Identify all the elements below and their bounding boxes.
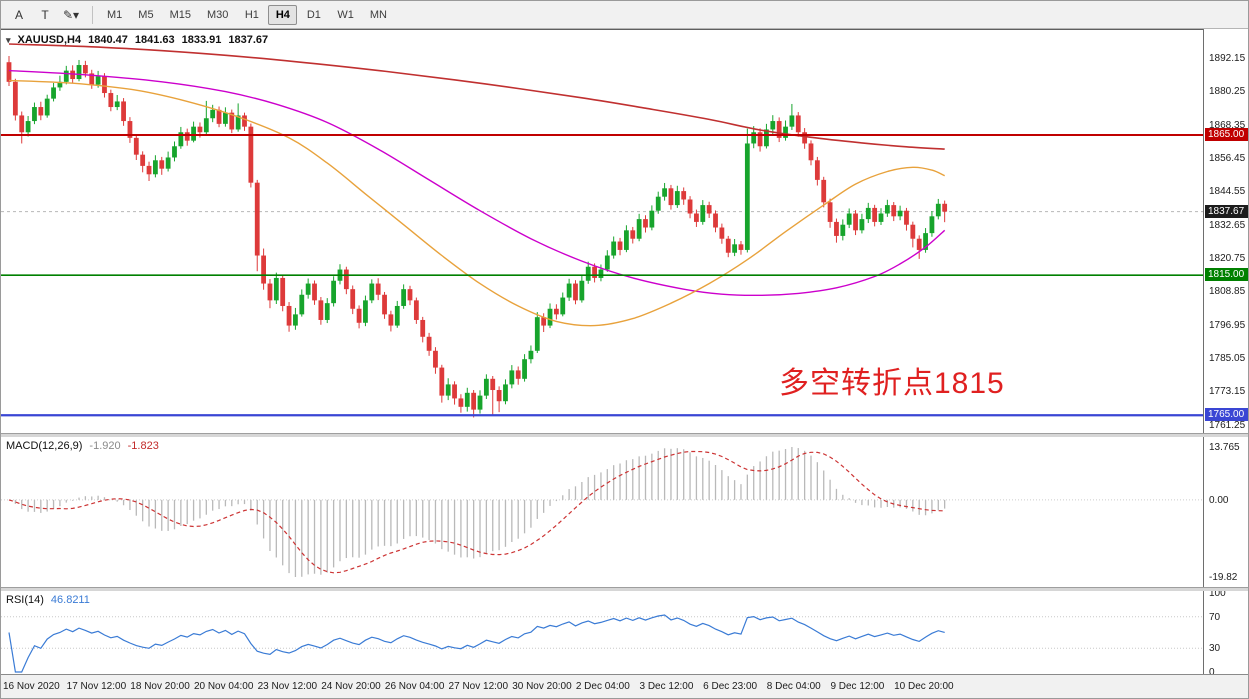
text-tool-icon[interactable]: T [33,5,57,25]
price-axis-label: 1844.55 [1209,186,1246,198]
timeframe-m15-button[interactable]: M15 [163,5,198,25]
price-badge: 1837.67 [1205,204,1248,218]
price-axis-label: 1892.15 [1209,52,1246,64]
rsi-panel[interactable]: RSI(14) 46.8211 [1,591,1203,674]
price-axis-label: 1880.25 [1209,86,1246,98]
macd-label: MACD(12,26,9) -1.920 -1.823 [6,440,159,452]
price-axis-label: 1820.75 [1209,253,1246,265]
timeframe-d1-button[interactable]: D1 [299,5,328,25]
macd-name-label: MACD(12,26,9) [6,440,83,452]
rsi-axis-label: 70 [1209,611,1221,623]
time-axis-label: 23 Nov 12:00 [257,681,318,692]
rsi-axis-label: 30 [1209,643,1221,655]
chart-low-value: 1833.91 [181,34,222,46]
chart-close-value: 1837.67 [228,34,269,46]
chart-collapse-icon[interactable]: ▾ [6,34,11,45]
rsi-name-label: RSI(14) [6,594,44,606]
macd-axis-label: 13.765 [1209,442,1240,453]
timeframe-buttons: M1 M5 M15 M30 H1 H4 D1 W1 MN [100,4,396,25]
time-axis-label: 16 Nov 2020 [3,681,60,692]
timeframe-m1-button[interactable]: M1 [100,5,129,25]
timeframe-m5-button[interactable]: M5 [131,5,160,25]
chart-symbol-label: XAUUSD,H4 [17,34,82,46]
macd-main-value: -1.920 [89,440,121,452]
panel-separator[interactable] [1,433,1248,437]
time-axis-label: 10 Dec 20:00 [894,681,954,692]
price-badge: 1815.00 [1205,268,1248,282]
time-axis-label: 9 Dec 12:00 [830,681,885,692]
price-axis-label: 1761.25 [1209,419,1246,431]
timeframe-mn-button[interactable]: MN [363,5,394,25]
time-axis-label: 2 Dec 04:00 [575,681,630,692]
time-axis-label: 30 Nov 20:00 [512,681,572,692]
toolbar: A T ✎▾ M1 M5 M15 M30 H1 H4 D1 W1 MN [1,1,1248,29]
price-badge: 1765.00 [1205,408,1248,422]
toolbar-separator [92,5,93,24]
timeframe-h4-button[interactable]: H4 [268,4,298,25]
timeframe-w1-button[interactable]: W1 [330,5,361,25]
time-axis-label: 6 Dec 23:00 [703,681,758,692]
panel-separator[interactable] [1,587,1248,591]
chart-high-value: 1841.63 [134,34,175,46]
macd-axis-label: 0.00 [1209,494,1229,506]
rsi-label: RSI(14) 46.8211 [6,594,90,606]
price-axis-label: 1868.35 [1209,119,1246,131]
text-label-tool-icon[interactable]: A [7,5,31,25]
time-axis-label: 27 Nov 12:00 [448,681,509,692]
price-axis-label: 1796.95 [1209,319,1246,331]
toolbar-tools: A T ✎▾ [7,5,85,25]
price-axis-label: 1785.05 [1209,353,1246,365]
macd-signal-value: -1.823 [127,440,159,452]
price-axis-label: 1808.85 [1209,286,1246,298]
time-axis-label: 20 Nov 04:00 [193,681,254,692]
price-axis-label: 1773.15 [1209,386,1246,398]
chart-annotation-text[interactable]: 多空转折点1815 [779,367,1005,400]
chart-open-value: 1840.47 [88,34,128,46]
price-chart-panel[interactable]: ▾ XAUUSD,H4 1840.47 1841.63 1833.91 1837… [1,29,1203,433]
price-axis-label: 1856.45 [1209,153,1246,165]
timeframe-m30-button[interactable]: M30 [200,5,235,25]
chart-title: ▾ XAUUSD,H4 1840.47 1841.63 1833.91 1837… [6,34,268,46]
time-axis-label: 3 Dec 12:00 [639,681,694,692]
time-axis-label: 17 Nov 12:00 [66,681,127,692]
time-axis[interactable]: 16 Nov 2020 17 Nov 12:00 18 Nov 20:00 20 No… [1,674,1248,698]
price-badge: 1865.00 [1205,128,1248,142]
time-axis-label: 8 Dec 04:00 [766,681,821,692]
rsi-axis-label: 0 [1209,667,1215,678]
rsi-axis-label: 100 [1209,588,1226,599]
time-axis-label: 24 Nov 20:00 [321,681,381,692]
rsi-chart-canvas[interactable] [1,591,1203,674]
candlestick-chart-canvas[interactable] [1,30,1203,433]
timeframe-h1-button[interactable]: H1 [237,5,266,25]
macd-panel[interactable]: MACD(12,26,9) -1.920 -1.823 [1,437,1203,587]
price-axis-label: 1832.65 [1209,219,1246,231]
time-axis-label: 26 Nov 04:00 [384,681,445,692]
rsi-value: 46.8211 [50,594,90,606]
price-axis[interactable]: 1892.15 1880.25 1868.35 1856.45 1844.55 1832.… [1203,29,1248,678]
time-axis-label: 18 Nov 20:00 [130,681,190,692]
drawing-tools-dropdown-icon[interactable]: ✎▾ [59,5,83,25]
macd-axis-label: -19.82 [1209,572,1238,583]
macd-chart-canvas[interactable] [1,437,1203,587]
